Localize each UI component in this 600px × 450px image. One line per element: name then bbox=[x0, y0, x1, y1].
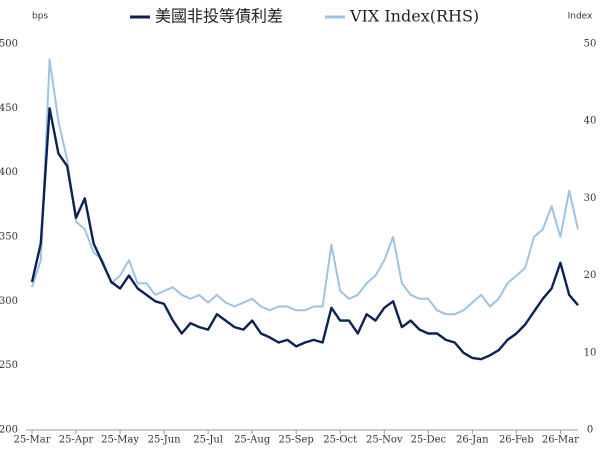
x-tick-label: 25-Dec bbox=[410, 435, 446, 446]
x-tick-label: 25-Nov bbox=[366, 435, 403, 446]
y2-tick-label: 40 bbox=[584, 116, 597, 127]
y2-tick-label: 0 bbox=[587, 425, 593, 436]
y2-tick-label: 30 bbox=[584, 193, 597, 204]
y2-tick-label: 10 bbox=[584, 347, 597, 358]
y-tick-label: 350 bbox=[0, 232, 18, 243]
x-tick-label: 25-Jul bbox=[193, 435, 223, 446]
x-tick-label: 26-Jan bbox=[456, 435, 489, 446]
x-tick-label: 26-Mar bbox=[542, 435, 579, 446]
x-tick-label: 25-May bbox=[101, 435, 139, 446]
y2-tick-label: 20 bbox=[584, 270, 597, 281]
y-tick-label: 400 bbox=[0, 167, 18, 178]
y2-tick-label: 50 bbox=[584, 39, 597, 50]
x-tick-label: 25-Apr bbox=[59, 435, 94, 446]
y-tick-label: 300 bbox=[0, 296, 18, 307]
y-tick-label: 200 bbox=[0, 425, 18, 436]
x-tick-label: 25-Sep bbox=[279, 435, 314, 446]
series-line bbox=[31, 58, 579, 316]
y-tick-label: 450 bbox=[0, 103, 18, 114]
x-tick-label: 25-Oct bbox=[323, 435, 357, 446]
x-tick-label: 25-Jun bbox=[148, 435, 182, 446]
left-unit: bps bbox=[32, 12, 48, 22]
x-tick-label: 25-Aug bbox=[234, 435, 271, 446]
right-unit: Index bbox=[568, 12, 593, 22]
legend-label: 美國非投等債利差 bbox=[155, 7, 283, 26]
y-tick-label: 250 bbox=[0, 360, 18, 371]
x-tick-label: 26-Feb bbox=[499, 435, 534, 446]
legend-label: VIX Index(RHS) bbox=[349, 7, 479, 26]
y-tick-label: 500 bbox=[0, 39, 18, 50]
series-line bbox=[30, 107, 579, 361]
x-tick-label: 25-Mar bbox=[13, 435, 50, 446]
